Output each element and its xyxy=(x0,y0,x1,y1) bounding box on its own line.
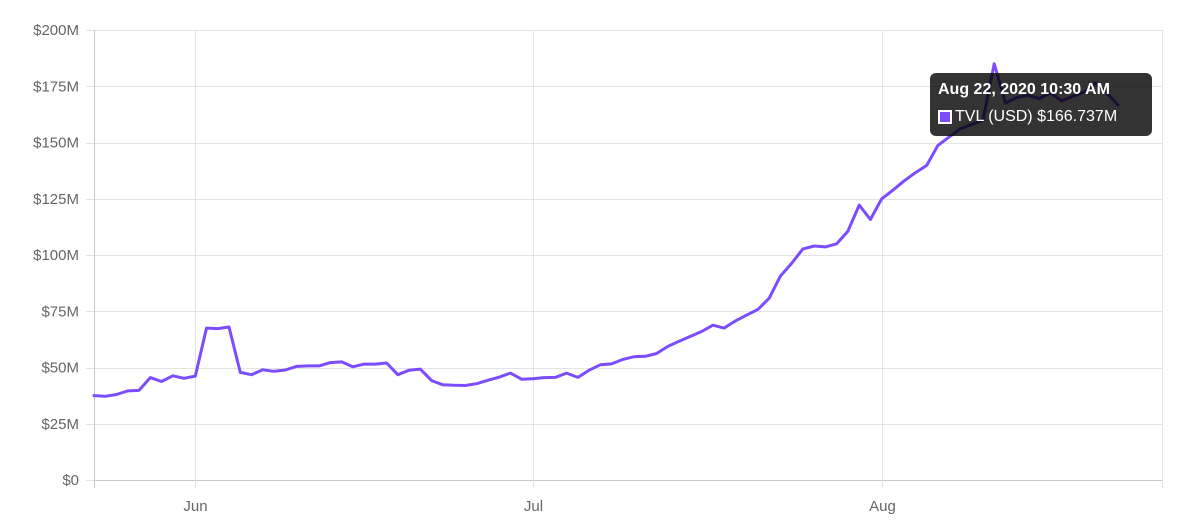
tooltip: Aug 22, 2020 10:30 AM TVL (USD) $166.737… xyxy=(930,73,1152,136)
y-tick-label: $25M xyxy=(41,416,79,433)
y-tick-label: $50M xyxy=(41,360,79,377)
y-tick-label: $125M xyxy=(33,191,79,208)
y-tick-label: $175M xyxy=(33,78,79,95)
axes: $0 $25M $50M $75M $100M $125M $150M $175M $200M J… xyxy=(33,22,896,515)
y-tick-label: $200M xyxy=(33,22,79,39)
y-tick-label: $150M xyxy=(33,135,79,152)
tooltip-title: Aug 22, 2020 10:30 AM xyxy=(938,81,1110,98)
grid xyxy=(94,30,1163,488)
tooltip-row: TVL (USD) $166.737M xyxy=(938,107,1144,127)
y-tick-label: $75M xyxy=(41,303,79,320)
y-tick-label: $100M xyxy=(33,247,79,264)
x-tick-label: Aug xyxy=(869,498,896,515)
x-tick-label: Jun xyxy=(183,498,207,515)
tooltip-series-swatch xyxy=(938,110,952,124)
tooltip-label: TVL (USD) $166.737M xyxy=(955,108,1118,125)
x-tick-label: Jul xyxy=(524,498,543,515)
series-line xyxy=(92,62,1120,398)
series-layer xyxy=(92,62,1120,398)
y-tick-label: $0 xyxy=(62,472,79,489)
